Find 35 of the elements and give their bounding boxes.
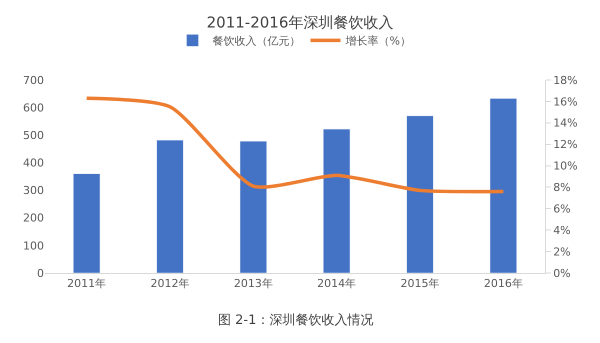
y2-tick-label: 18%	[553, 74, 578, 87]
x-tick-label: 2014年	[317, 277, 356, 290]
y-tick-label: 0	[37, 266, 44, 280]
y-tick-label: 200	[23, 212, 44, 225]
chart-title: 2011-2016年深圳餐饮收入	[206, 14, 394, 32]
y-tick-label: 600	[23, 101, 44, 114]
x-tick-label: 2012年	[150, 277, 190, 290]
y-tick-label: 700	[23, 74, 44, 87]
bar	[240, 140, 267, 273]
y2-tick-label: 12%	[553, 138, 578, 152]
bar	[73, 173, 100, 273]
y2-tick-label: 4%	[553, 224, 571, 237]
y2-tick-label: 10%	[553, 160, 578, 173]
y2-tick-label: 2%	[553, 245, 571, 258]
y2-tick-label: 8%	[553, 181, 571, 194]
y-tick-label: 100	[23, 239, 44, 252]
y-tick-label: 500	[23, 128, 44, 142]
legend-label: 餐饮收入（亿元）	[212, 34, 300, 48]
y2-tick-label: 16%	[553, 95, 578, 108]
y2-tick-label: 6%	[553, 202, 571, 216]
caption: 图 2-1：深圳餐饮收入情况	[218, 313, 374, 328]
bar	[156, 140, 184, 273]
x-tick-label: 2013年	[234, 277, 273, 290]
bar	[323, 128, 350, 273]
y2-tick-label: 14%	[553, 116, 578, 130]
y-tick-label: 400	[23, 156, 44, 170]
x-tick-label: 2015年	[400, 277, 440, 290]
y-tick-label: 300	[23, 184, 44, 198]
x-tick-label: 2011年	[67, 277, 106, 290]
y2-tick-label: 0%	[553, 266, 571, 280]
bar	[406, 116, 434, 273]
line-series	[84, 96, 506, 194]
x-tick-label: 2016年	[484, 277, 523, 290]
bar	[490, 98, 517, 273]
legend-label: 增长率（%）	[344, 34, 411, 48]
